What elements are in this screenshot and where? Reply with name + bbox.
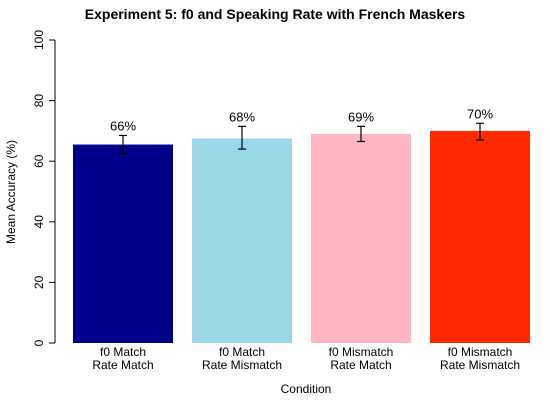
data-label: 68% [229, 109, 255, 124]
data-label: 70% [467, 106, 493, 121]
x-axis-label: Condition [281, 382, 332, 396]
y-tick-label: 80 [32, 94, 46, 108]
x-tick-label: Rate Match [330, 358, 391, 372]
y-axis: 0 20 40 60 80 100 [32, 30, 56, 346]
x-tick-label: f0 Match [100, 345, 146, 359]
y-tick-label: 60 [32, 154, 46, 168]
x-tick-label: Rate Match [92, 358, 153, 372]
x-tick-label: Rate Mismatch [440, 358, 520, 372]
y-tick-label: 40 [32, 215, 46, 229]
x-tick-label: f0 Mismatch [329, 345, 394, 359]
y-tick-label: 0 [32, 339, 46, 346]
y-axis-label: Mean Accuracy (%) [4, 140, 18, 244]
y-tick-label: 20 [32, 275, 46, 289]
x-tick-label: f0 Mismatch [448, 345, 513, 359]
x-tick-label: Rate Mismatch [202, 358, 282, 372]
x-tick-label: f0 Match [219, 345, 265, 359]
y-tick-label: 100 [32, 30, 46, 50]
bar [192, 138, 292, 343]
error-bars [119, 122, 484, 155]
bar [73, 144, 173, 343]
bar [311, 133, 411, 343]
bar [430, 130, 530, 343]
data-label: 69% [348, 109, 374, 124]
bars [73, 130, 530, 343]
data-label: 66% [110, 118, 136, 133]
data-labels: 66% 68% 69% 70% [110, 106, 493, 133]
chart-title: Experiment 5: f0 and Speaking Rate with … [85, 6, 466, 22]
